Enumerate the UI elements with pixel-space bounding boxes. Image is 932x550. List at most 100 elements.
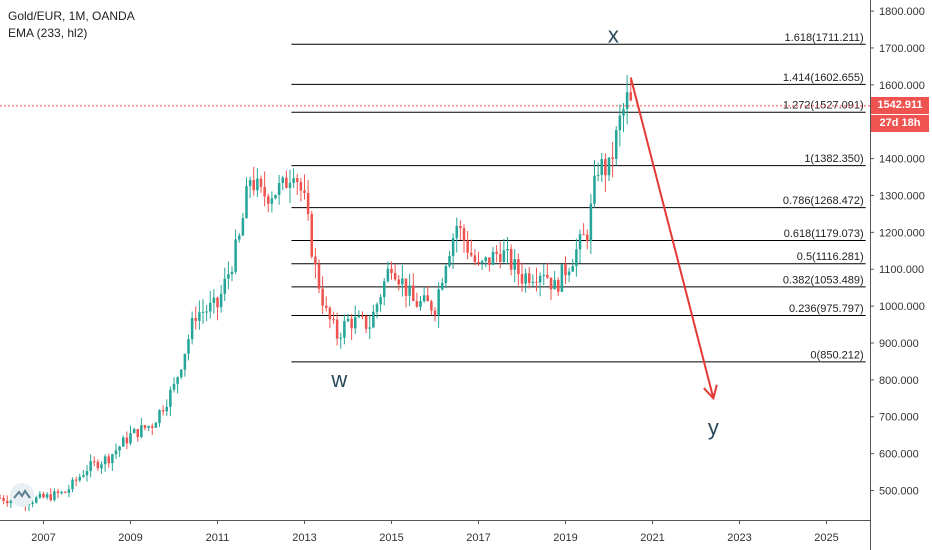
candle-body (179, 369, 183, 378)
candle (165, 399, 169, 416)
candle-body (346, 318, 350, 322)
candle (622, 102, 625, 133)
candle (74, 476, 78, 487)
candle-body (520, 274, 524, 284)
candle-body (553, 279, 556, 290)
candle-body (263, 186, 266, 197)
time-tick-label: 2017 (466, 532, 490, 544)
candle (129, 425, 132, 446)
candle (223, 267, 227, 301)
candle-body (67, 489, 71, 493)
fib-level-label: 0.382(1053.489) (783, 274, 864, 286)
candle (187, 334, 190, 361)
candle (614, 126, 618, 166)
time-tick-label: 2013 (292, 532, 316, 544)
price-tick-label: 1700.000 (879, 43, 925, 55)
candle (125, 431, 129, 450)
candle (111, 453, 114, 471)
candle-body (60, 491, 63, 494)
candle (357, 310, 361, 319)
candle-body (201, 311, 205, 313)
candle-body (567, 271, 571, 276)
candle (546, 262, 549, 279)
candle-body (397, 279, 401, 285)
candle (502, 238, 506, 264)
candle-body (96, 461, 100, 469)
candle (150, 423, 154, 435)
candle-body (2, 497, 5, 501)
candle (600, 152, 604, 182)
candle (513, 248, 517, 283)
candle (194, 306, 198, 330)
candle-body (459, 225, 462, 229)
candle-body (31, 502, 34, 504)
candle (498, 241, 502, 269)
candle (241, 212, 245, 236)
fib-level-label: 1.618(1711.211) (785, 32, 864, 44)
fib-level-label: 1.272(1527.091) (783, 100, 864, 112)
candle (2, 495, 5, 505)
candle (567, 267, 571, 283)
candle-body (393, 272, 397, 280)
candle-body (353, 317, 357, 329)
candle (607, 157, 611, 182)
candle (582, 223, 585, 236)
price-tick-label: 1600.000 (879, 80, 925, 92)
candle (9, 498, 13, 509)
wave-label-x: x (608, 22, 619, 47)
candle-body (259, 178, 263, 187)
candle-body (136, 429, 140, 437)
candle (397, 275, 401, 291)
candle (466, 231, 469, 260)
candle-body (248, 180, 252, 187)
candle-body (498, 253, 502, 262)
candle (295, 174, 299, 196)
candle (433, 307, 437, 322)
candle-body (332, 319, 335, 321)
candle-body (5, 500, 9, 504)
candle (571, 258, 575, 272)
candle (89, 454, 92, 478)
candle (549, 277, 553, 300)
candle (462, 224, 466, 253)
candle (303, 174, 306, 200)
candle-body (49, 494, 53, 501)
candle-body (477, 261, 480, 264)
candle (143, 424, 147, 431)
candle-body (419, 301, 422, 307)
candle (611, 141, 614, 178)
candle-body (274, 194, 277, 199)
candle-body (364, 315, 368, 329)
candle-body (154, 423, 158, 428)
candle-body (45, 494, 49, 498)
fibonacci-levels: 1.618(1711.211) 1.414(1602.655) 1.272(1527… (291, 32, 866, 363)
candle (103, 454, 107, 472)
candle-body (92, 461, 96, 463)
candle-body (622, 108, 625, 116)
candle (190, 311, 194, 345)
candle (506, 236, 509, 265)
candle (455, 217, 459, 253)
price-tick-label: 1000.000 (879, 301, 925, 313)
candle-body (455, 225, 459, 239)
candle (169, 386, 172, 417)
candle-body (361, 315, 364, 317)
candle (96, 459, 100, 472)
candle (234, 229, 237, 275)
candle (274, 194, 277, 200)
candle (288, 169, 292, 204)
candle-body (578, 234, 582, 250)
candle-body (198, 312, 201, 321)
candle-body (469, 252, 473, 256)
candle (542, 264, 546, 286)
candle-body (488, 257, 491, 265)
candle-body (357, 315, 361, 318)
candle-body (219, 293, 223, 308)
candle-body (295, 178, 299, 182)
candle (92, 456, 96, 467)
candle (339, 332, 343, 349)
fib-level-label: 0.5(1116.281) (797, 251, 864, 263)
candle (495, 245, 498, 263)
